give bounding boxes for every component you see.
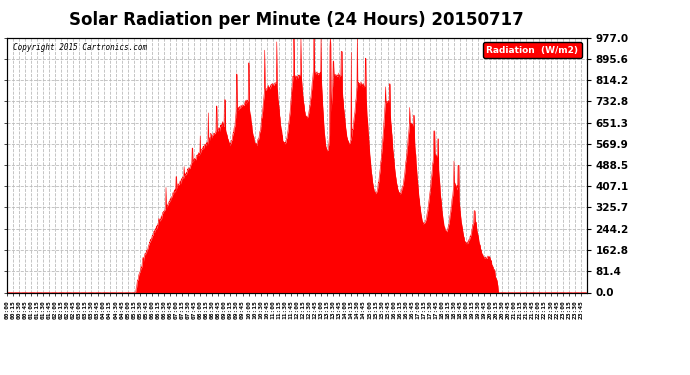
Text: Copyright 2015 Cartronics.com: Copyright 2015 Cartronics.com xyxy=(12,43,147,52)
Text: Solar Radiation per Minute (24 Hours) 20150717: Solar Radiation per Minute (24 Hours) 20… xyxy=(69,11,524,29)
Legend: Radiation  (W/m2): Radiation (W/m2) xyxy=(483,42,582,58)
